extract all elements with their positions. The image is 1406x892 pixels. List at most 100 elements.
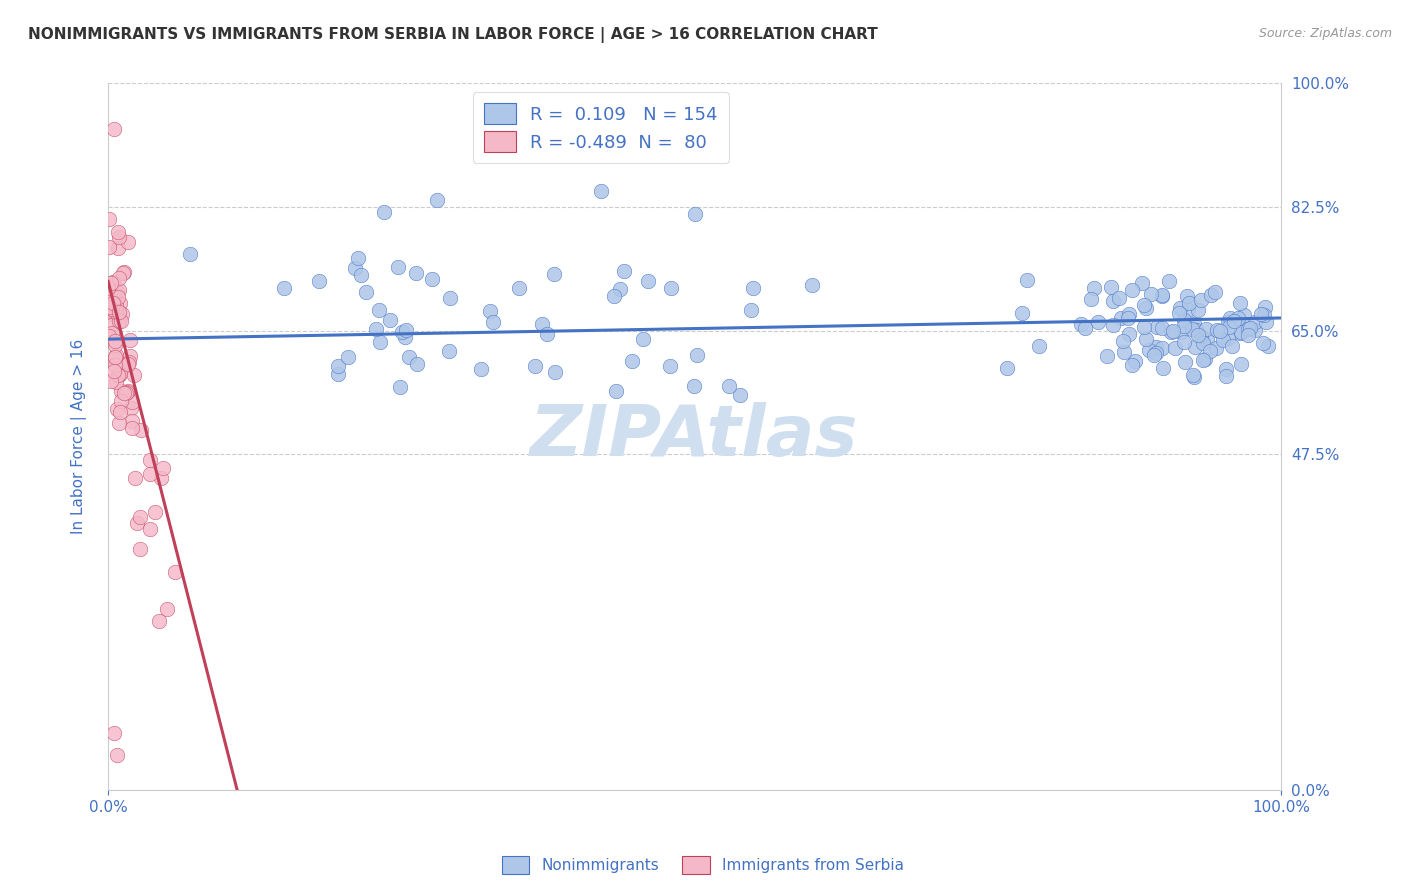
Point — [1112, 345, 1135, 359]
Point — [105, 375, 128, 389]
Point — [544, 365, 567, 379]
Point — [156, 601, 179, 615]
Point — [118, 355, 141, 369]
Point — [107, 401, 129, 416]
Point — [107, 747, 129, 762]
Point — [1187, 302, 1209, 317]
Point — [508, 281, 530, 295]
Point — [328, 367, 350, 381]
Point — [108, 270, 131, 285]
Point — [742, 281, 765, 295]
Point — [104, 348, 127, 362]
Point — [1175, 289, 1198, 303]
Point — [631, 333, 654, 347]
Point — [103, 122, 125, 136]
Point — [1195, 322, 1218, 336]
Point — [1173, 335, 1195, 350]
Point — [1157, 274, 1180, 288]
Point — [391, 326, 413, 340]
Point — [603, 289, 626, 303]
Point — [686, 348, 709, 362]
Point — [107, 368, 129, 383]
Point — [129, 542, 152, 557]
Point — [1250, 307, 1272, 321]
Point — [373, 205, 395, 219]
Point — [98, 240, 121, 254]
Point — [100, 277, 122, 291]
Point — [1199, 344, 1222, 359]
Point — [98, 300, 121, 314]
Point — [406, 357, 429, 371]
Point — [389, 380, 412, 394]
Point — [110, 314, 132, 328]
Point — [139, 522, 162, 536]
Point — [800, 277, 823, 292]
Point — [98, 329, 121, 343]
Point — [1083, 281, 1105, 295]
Point — [1070, 317, 1092, 331]
Point — [1192, 335, 1215, 350]
Point — [112, 266, 135, 280]
Point — [1218, 319, 1240, 334]
Point — [112, 386, 135, 401]
Point — [152, 461, 174, 475]
Point — [350, 268, 373, 282]
Point — [1152, 361, 1174, 376]
Point — [659, 281, 682, 295]
Point — [1116, 311, 1139, 326]
Point — [107, 368, 129, 382]
Point — [425, 193, 447, 207]
Point — [124, 471, 146, 485]
Point — [346, 251, 368, 265]
Point — [103, 292, 125, 306]
Point — [1146, 320, 1168, 334]
Point — [108, 367, 131, 381]
Point — [368, 302, 391, 317]
Point — [103, 359, 125, 373]
Point — [1178, 295, 1201, 310]
Point — [1253, 308, 1275, 322]
Point — [104, 334, 127, 348]
Point — [108, 416, 131, 430]
Point — [117, 235, 139, 249]
Point — [110, 394, 132, 409]
Point — [114, 386, 136, 401]
Text: Source: ZipAtlas.com: Source: ZipAtlas.com — [1258, 27, 1392, 40]
Point — [437, 344, 460, 359]
Point — [1254, 315, 1277, 329]
Point — [395, 323, 418, 337]
Point — [1080, 292, 1102, 306]
Point — [364, 322, 387, 336]
Point — [1087, 315, 1109, 329]
Point — [1099, 280, 1122, 294]
Point — [683, 207, 706, 221]
Point — [1095, 349, 1118, 363]
Point — [105, 304, 128, 318]
Point — [613, 263, 636, 277]
Point — [98, 307, 121, 321]
Point — [1229, 326, 1251, 340]
Point — [100, 303, 122, 318]
Point — [117, 384, 139, 399]
Point — [97, 280, 120, 294]
Point — [995, 360, 1018, 375]
Point — [122, 368, 145, 382]
Point — [1204, 285, 1226, 300]
Point — [740, 303, 762, 318]
Point — [536, 326, 558, 341]
Point — [105, 285, 128, 299]
Point — [1108, 291, 1130, 305]
Point — [1143, 348, 1166, 362]
Point — [1133, 319, 1156, 334]
Point — [125, 516, 148, 530]
Text: NONIMMIGRANTS VS IMMIGRANTS FROM SERBIA IN LABOR FORCE | AGE > 16 CORRELATION CH: NONIMMIGRANTS VS IMMIGRANTS FROM SERBIA … — [28, 27, 877, 43]
Point — [139, 453, 162, 467]
Point — [1121, 283, 1143, 297]
Point — [103, 302, 125, 317]
Point — [107, 225, 129, 239]
Point — [718, 379, 741, 393]
Point — [103, 337, 125, 351]
Point — [470, 362, 492, 376]
Point — [1218, 315, 1240, 329]
Point — [1254, 301, 1277, 315]
